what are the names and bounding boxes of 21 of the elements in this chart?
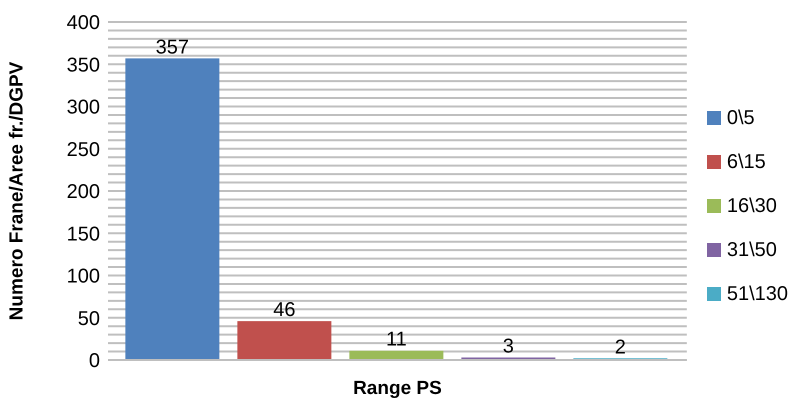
x-axis-title: Range PS [353, 378, 442, 399]
legend-label: 0\5 [726, 106, 755, 131]
legend-label: 51\130 [726, 282, 788, 307]
data-label: 2 [614, 336, 626, 358]
data-label: 357 [156, 36, 190, 58]
y-tick-label: 250 [66, 138, 100, 161]
y-tick-label: 200 [66, 181, 100, 204]
y-tick-label: 100 [66, 266, 100, 288]
legend-label: 16\30 [726, 194, 777, 219]
data-label: 3 [502, 335, 514, 358]
y-tick-label: 400 [66, 12, 100, 34]
y-tick-label: 300 [66, 96, 100, 119]
y-tick-label: 0 [88, 350, 100, 372]
y-tick-label: 150 [66, 223, 100, 246]
y-tick-label: 350 [66, 54, 100, 76]
legend-label: 6\15 [726, 150, 766, 175]
data-label: 11 [386, 328, 407, 351]
y-axis-title: Numero Frane/Aree fr./DGPV [6, 61, 28, 320]
legend-label: 31\50 [726, 238, 777, 263]
data-label: 46 [273, 299, 296, 322]
y-tick-label: 50 [78, 308, 100, 330]
